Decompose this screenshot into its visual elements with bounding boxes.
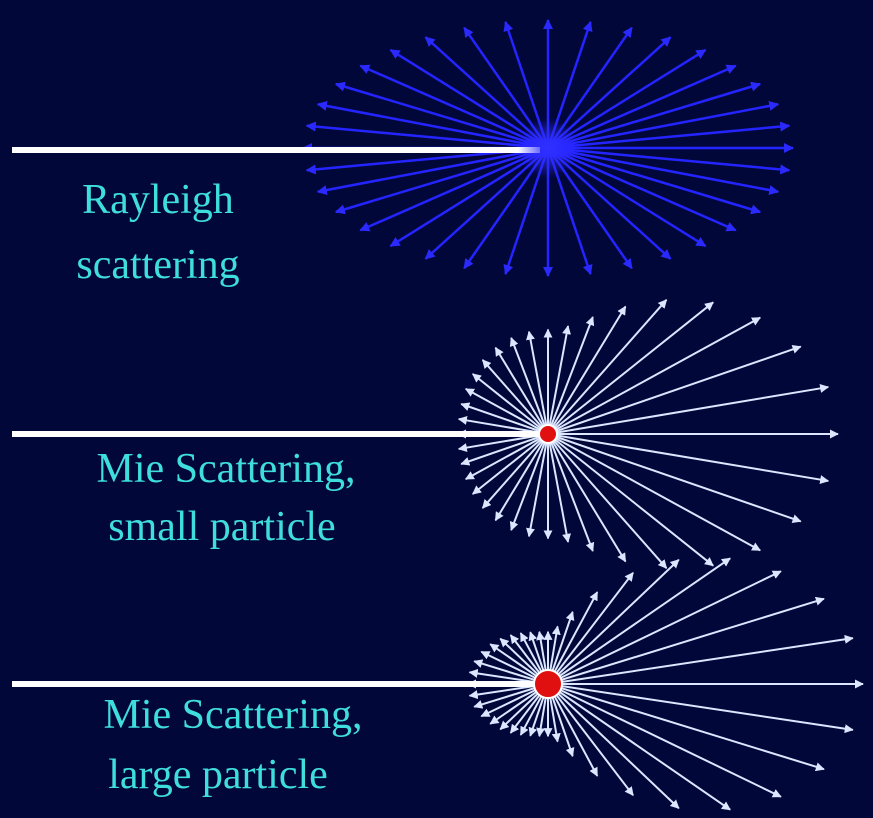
- arrow: [547, 305, 627, 435]
- arrow: [547, 571, 634, 685]
- arrow: [547, 433, 761, 552]
- arrow: [547, 634, 854, 685]
- arrow: [547, 557, 731, 685]
- arrow: [547, 433, 627, 563]
- arrow: [305, 121, 549, 150]
- arrow: [547, 316, 761, 435]
- arrow: [547, 591, 599, 685]
- arrow: [316, 146, 549, 196]
- particle: [518, 118, 578, 178]
- arrow: [481, 433, 549, 509]
- arrow: [359, 146, 549, 232]
- arrow: [334, 81, 549, 150]
- arrow: [472, 433, 549, 495]
- label: Mie Scattering,: [104, 692, 363, 738]
- arrow: [509, 337, 549, 435]
- arrow: [547, 433, 830, 485]
- arrow: [547, 433, 668, 569]
- label: large particle: [108, 752, 328, 798]
- arrow: [547, 683, 825, 772]
- arrow: [547, 325, 571, 435]
- arrow: [481, 359, 549, 435]
- arrow: [464, 387, 549, 435]
- arrow: [359, 64, 549, 150]
- arrow: [547, 433, 802, 523]
- arrow: [547, 683, 680, 809]
- arrow: [509, 433, 549, 531]
- arrow: [547, 559, 680, 685]
- arrow: [547, 146, 791, 175]
- arrow: [460, 433, 549, 466]
- arrow: [494, 433, 549, 522]
- arrow: [547, 301, 714, 435]
- arrow: [547, 383, 830, 435]
- particle: [538, 424, 558, 444]
- arrow: [494, 346, 549, 435]
- arrow: [547, 683, 782, 798]
- arrow: [547, 64, 737, 150]
- arrow: [547, 299, 668, 435]
- arrow: [547, 683, 731, 811]
- arrow: [547, 121, 791, 150]
- arrow: [547, 316, 595, 435]
- label: Mie Scattering,: [97, 446, 356, 492]
- arrow: [547, 596, 825, 685]
- label: Rayleigh: [82, 177, 234, 223]
- arrow: [472, 373, 549, 435]
- arrow: [389, 48, 549, 150]
- arrow: [547, 146, 780, 196]
- arrow: [464, 433, 549, 481]
- arrow: [547, 48, 707, 150]
- arrow: [547, 433, 595, 552]
- arrow: [316, 100, 549, 150]
- arrow: [334, 146, 549, 215]
- arrow: [547, 570, 782, 685]
- arrow: [547, 683, 854, 734]
- arrow: [526, 330, 549, 435]
- arrow: [547, 146, 762, 215]
- label: small particle: [108, 504, 335, 550]
- arrow: [460, 402, 549, 435]
- arrow: [389, 146, 549, 248]
- arrow: [547, 433, 714, 567]
- arrow: [547, 81, 762, 150]
- arrow: [547, 683, 634, 797]
- arrow: [526, 433, 549, 538]
- arrow: [547, 683, 599, 777]
- arrow: [547, 345, 802, 435]
- arrow: [547, 146, 707, 248]
- arrow: [547, 433, 571, 543]
- arrow: [547, 100, 780, 150]
- particle: [533, 669, 563, 699]
- label: scattering: [76, 242, 239, 288]
- arrow: [547, 146, 737, 232]
